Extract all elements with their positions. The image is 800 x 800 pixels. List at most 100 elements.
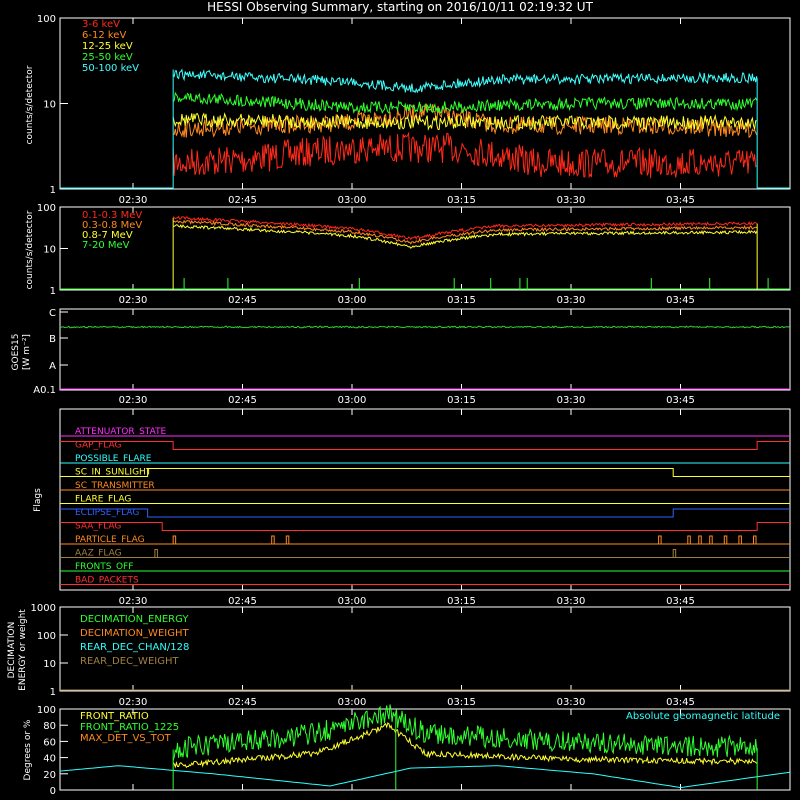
x-tick-label: 02:45 (228, 295, 257, 306)
x-tick-label: 03:00 (338, 395, 367, 406)
flag-label: ATTENUATOR_STATE (75, 427, 167, 437)
x-tick-label: 03:30 (557, 295, 586, 306)
flag-spike (658, 535, 662, 545)
legend-entry: 6-12 keV (82, 30, 126, 41)
series-line (172, 215, 757, 241)
y-axis-label: Degrees or % (23, 719, 33, 780)
y-tick-label: 100 (37, 14, 56, 25)
y-tick-label: 1000 (31, 603, 56, 614)
y-axis-label: DECIMATION (7, 622, 17, 679)
series-line (172, 722, 758, 769)
y-tick-label: 1 (50, 687, 56, 698)
flag-line (60, 522, 790, 531)
legend-entry: REAR_DEC_WEIGHT (80, 656, 179, 667)
series-line (173, 224, 758, 249)
plot-frame (59, 206, 791, 291)
legend-entry: 0.1-0.3 MeV (82, 210, 142, 221)
x-tick-label: 03:30 (557, 395, 586, 406)
flag-label: SC_IN_SUNLIGHT (75, 468, 152, 478)
series-line (172, 91, 758, 115)
legend-entry: 12-25 keV (82, 41, 133, 52)
flag-spike (154, 549, 158, 558)
y-tick-label: A (49, 361, 56, 372)
x-tick-label: 03:15 (447, 395, 476, 406)
x-tick-label: 03:00 (338, 596, 367, 607)
flag-spike (738, 535, 742, 545)
x-tick-label: 02:30 (119, 195, 148, 206)
figure-title: HESSI Observing Summary, starting on 201… (207, 0, 593, 14)
legend-entry: FRONT_RATIO (80, 711, 149, 722)
panel-ratio: 0 20 40 60 80 100 Degrees or % Absolute geomagn… (23, 704, 791, 797)
x-tick-label: 02:30 (119, 596, 148, 607)
legend-entry: 0.3-0.8 MeV (82, 220, 142, 231)
plot-frame (59, 308, 791, 391)
x-tick-label: 03:30 (557, 195, 586, 206)
series-line (172, 112, 757, 131)
flag-spike (723, 535, 728, 545)
flag-label: BAD_PACKETS (75, 576, 139, 586)
panel-goes: A0.1 A B C GOES15 [W m⁻²] 02:30 02:45 03:00 03:15… (11, 308, 791, 406)
series-line (59, 325, 790, 329)
x-tick-label: 03:45 (666, 395, 695, 406)
flag-spike (753, 535, 757, 545)
legend-entry: 25-50 keV (82, 52, 133, 63)
y-tick-label: C (49, 308, 56, 319)
x-tick-label: 02:45 (228, 596, 257, 607)
x-tick-label: 02:45 (228, 195, 257, 206)
annotation: Absolute geomagnetic latitude (626, 711, 780, 722)
x-tick-label: 03:30 (557, 697, 586, 708)
flag-spike (672, 549, 677, 558)
y-axis-label-2: ENERGY or weight (18, 609, 28, 691)
flag-line (60, 508, 790, 518)
y-tick-label: 10 (43, 100, 56, 111)
y-tick-label: 20 (43, 770, 56, 781)
y-tick-label: 40 (43, 754, 56, 765)
flag-spike (172, 535, 177, 545)
flag-spike (271, 535, 275, 545)
flag-label: ECLIPSE_FLAG (75, 508, 139, 518)
y-axis-label: counts/s/detector (25, 210, 35, 289)
x-tick-label: 03:15 (447, 195, 476, 206)
legend-entry: REAR_DEC_CHAN/128 (80, 642, 189, 653)
flag-label: FRONTS_OFF (75, 562, 133, 572)
flag-label: POSSIBLE_FLARE (75, 454, 152, 464)
y-tick-label: B (49, 334, 56, 345)
y-axis-label: GOES15 (11, 334, 21, 371)
y-tick-label: 100 (37, 631, 56, 642)
flag-label: FLARE_FLAG (75, 495, 131, 505)
x-tick-label: 03:30 (557, 596, 586, 607)
flag-line (60, 441, 790, 450)
y-axis-label: counts/s/detector (25, 65, 35, 144)
x-tick-label: 02:30 (119, 295, 148, 306)
flag-label: AAZ_FLAG (75, 549, 122, 559)
latitude-line (59, 765, 791, 789)
legend-entry: 50-100 keV (82, 63, 139, 74)
legend-entry: DECIMATION_ENERGY (80, 614, 189, 625)
x-tick-label: 03:45 (666, 596, 695, 607)
plot-frame (59, 708, 791, 791)
y-tick-label: 80 (43, 721, 56, 732)
panel-low-energy: 1 10 100 counts/s/detector 02:30 02:45 03:00 03… (25, 14, 791, 206)
flag-label: GAP_FLAG (75, 441, 121, 451)
flag-spike (709, 535, 713, 545)
y-tick-label: 100 (37, 705, 56, 716)
legend-entry: 3-6 keV (82, 19, 120, 30)
x-tick-label: 03:15 (447, 295, 476, 306)
x-tick-label: 03:00 (338, 295, 367, 306)
y-tick-label: 1 (50, 185, 56, 196)
flag-label: SC_TRANSMITTER (75, 481, 155, 491)
y-tick-label: 60 (43, 737, 56, 748)
x-tick-label: 03:15 (447, 596, 476, 607)
x-tick-label: 02:30 (119, 697, 148, 708)
flag-line (60, 468, 790, 477)
plot-frame (59, 408, 791, 591)
series-line (172, 219, 758, 245)
legend-entry: 7-20 MeV (82, 240, 130, 251)
y-tick-label: 100 (37, 203, 56, 214)
panel-flags: Flags 02:30 02:45 03:00 03:15 03:30 03:45 ATTEN… (33, 408, 791, 607)
y-tick-label: 1 (50, 286, 56, 297)
x-tick-label: 03:45 (666, 697, 695, 708)
legend-entry: DECIMATION_WEIGHT (80, 628, 189, 639)
y-axis-unit: [W m⁻²] (22, 334, 32, 370)
